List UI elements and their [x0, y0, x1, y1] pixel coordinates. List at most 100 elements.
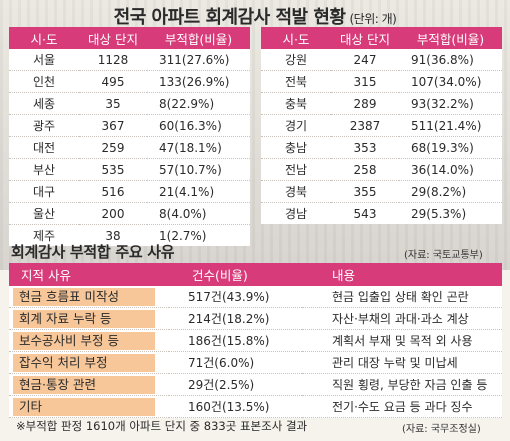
total-cell: 35 [79, 92, 147, 115]
region-cell: 충남 [261, 136, 331, 159]
region-cell: 대구 [9, 180, 79, 203]
detail-cell: 직원 횡령, 부당한 자금 인출 등 [302, 373, 502, 396]
table-row: 잡수익 처리 부정 71건(6.0%) 관리 대장 누락 및 미납세 [9, 351, 502, 374]
region-cell: 강원 [261, 49, 331, 71]
table-row: 전북 315 107(34.0%) [261, 70, 502, 93]
column-header-fail: 부적합(비율) [147, 27, 250, 49]
reason-cell: 현금·통장 관련 [9, 373, 169, 396]
total-cell: 247 [331, 49, 399, 71]
reason-cell: 기타 [9, 395, 169, 418]
fail-cell: 511(21.4%) [399, 114, 502, 137]
fail-cell: 21(4.1%) [147, 180, 250, 203]
reason-label: 기타 [13, 397, 155, 416]
table-row: 기타 160건(13.5%) 전기·수도 요금 등 과다 징수 [9, 395, 502, 418]
total-cell: 258 [331, 158, 399, 181]
count-cell: 186건(15.8%) [169, 329, 302, 352]
regions-table-left: 시·도 대상 단지 부적합(비율) 서울 1128 311(27.6%) 인천 495… [9, 27, 250, 246]
header-row: 지적 사유 건수(비율) 내용 [9, 263, 502, 286]
fail-cell: 36(14.0%) [399, 158, 502, 181]
table-row: 강원 247 91(36.8%) [261, 49, 502, 71]
regions-table-right: 시·도 대상 단지 부적합(비율) 강원 247 91(36.8%) 전북 315 10… [261, 27, 502, 224]
table-row: 인천 495 133(26.9%) [9, 70, 250, 93]
reason-cell: 회계 자료 누락 등 [9, 307, 169, 330]
total-cell: 516 [79, 180, 147, 203]
title-text: 전국 아파트 회계감사 적발 현황 [113, 7, 346, 28]
region-cell: 부산 [9, 158, 79, 181]
table-row: 회계 자료 누락 등 214건(18.2%) 자산·부채의 과대·과소 계상 [9, 307, 502, 330]
table-row: 서울 1128 311(27.6%) [9, 49, 250, 71]
column-header-reason: 지적 사유 [9, 263, 169, 286]
count-cell: 517건(43.9%) [169, 286, 302, 308]
detail-cell: 현금 입출입 상태 확인 곤란 [302, 286, 502, 308]
count-cell: 71건(6.0%) [169, 351, 302, 374]
header-row: 시·도 대상 단지 부적합(비율) [261, 27, 502, 49]
unit-label: (단위: 개) [349, 12, 397, 26]
region-cell: 울산 [9, 202, 79, 225]
reason-cell: 현금 흐름표 미작성 [9, 286, 169, 308]
total-cell: 289 [331, 92, 399, 115]
column-header-count: 건수(비율) [169, 263, 302, 286]
reason-label: 현금·통장 관련 [13, 375, 155, 394]
total-cell: 495 [79, 70, 147, 93]
reason-label: 회계 자료 누락 등 [13, 309, 155, 328]
fail-cell: 68(19.3%) [399, 136, 502, 159]
table-row: 제주 38 1(2.7%) [9, 225, 250, 247]
fail-cell: 8(22.9%) [147, 92, 250, 115]
reason-label: 보수공사비 부정 등 [13, 331, 155, 350]
detail-cell: 자산·부채의 과대·과소 계상 [302, 307, 502, 330]
table-row: 충북 289 93(32.2%) [261, 92, 502, 115]
region-cell: 전북 [261, 70, 331, 93]
fail-cell: 133(26.9%) [147, 70, 250, 93]
column-header-total: 대상 단지 [79, 27, 147, 49]
table-row: 세종 35 8(22.9%) [9, 92, 250, 115]
table-row: 광주 367 60(16.3%) [9, 114, 250, 137]
region-cell: 대전 [9, 136, 79, 159]
region-cell: 광주 [9, 114, 79, 137]
region-cell: 인천 [9, 70, 79, 93]
reasons-heading: 회계감사 부적합 주요 사유 [11, 243, 175, 261]
column-header-region: 시·도 [261, 27, 331, 49]
region-cell: 서울 [9, 49, 79, 71]
fail-cell: 93(32.2%) [399, 92, 502, 115]
table-row: 경기 2387 511(21.4%) [261, 114, 502, 137]
region-cell: 경북 [261, 180, 331, 203]
fail-cell: 29(8.2%) [399, 180, 502, 203]
detail-cell: 계획서 부재 및 목적 외 사용 [302, 329, 502, 352]
total-cell: 355 [331, 180, 399, 203]
total-cell: 535 [79, 158, 147, 181]
count-cell: 214건(18.2%) [169, 307, 302, 330]
count-cell: 160건(13.5%) [169, 395, 302, 418]
column-header-fail: 부적합(비율) [399, 27, 502, 49]
fail-cell: 57(10.7%) [147, 158, 250, 181]
fail-cell: 60(16.3%) [147, 114, 250, 137]
region-cell: 세종 [9, 92, 79, 115]
fail-cell: 107(34.0%) [399, 70, 502, 93]
region-cell: 경남 [284, 207, 308, 221]
reason-label: 잡수익 처리 부정 [13, 353, 155, 372]
total-cell: 2387 [331, 114, 399, 137]
header-row: 시·도 대상 단지 부적합(비율) [9, 27, 250, 49]
table-row: 전남 258 36(14.0%) [261, 158, 502, 181]
column-header-region: 시·도 [9, 27, 79, 49]
table-row: 경북 355 29(8.2%) [261, 180, 502, 203]
region-cell: 제주 [32, 229, 56, 243]
total-cell: 200 [79, 202, 147, 225]
table-row: 보수공사비 부정 등 186건(15.8%) 계획서 부재 및 목적 외 사용 [9, 329, 502, 352]
reasons-table: 지적 사유 건수(비율) 내용 현금 흐름표 미작성 517건(43.9%) 현금 … [9, 263, 502, 418]
source-label-top: (자료: 국토교통부) [404, 250, 483, 261]
table-row: 경남 543 29(5.3%) [261, 203, 502, 225]
fail-cell: 8(4.0%) [147, 202, 250, 225]
fail-cell: 1(2.7%) [159, 228, 207, 243]
table-row: 현금·통장 관련 29건(2.5%) 직원 횡령, 부당한 자금 인출 등 [9, 373, 502, 396]
region-cell: 전남 [261, 158, 331, 181]
column-header-total: 대상 단지 [331, 27, 399, 49]
page-title: 전국 아파트 회계감사 적발 현황 (단위: 개) [0, 3, 510, 29]
fail-cell: 29(5.3%) [411, 206, 467, 221]
column-header-detail: 내용 [302, 263, 502, 286]
total-cell: 353 [331, 136, 399, 159]
total-cell: 543 [353, 206, 377, 221]
reason-cell: 잡수익 처리 부정 [9, 351, 169, 374]
fail-cell: 47(18.1%) [147, 136, 250, 159]
reason-cell: 보수공사비 부정 등 [9, 329, 169, 352]
table-row: 부산 535 57(10.7%) [9, 158, 250, 181]
